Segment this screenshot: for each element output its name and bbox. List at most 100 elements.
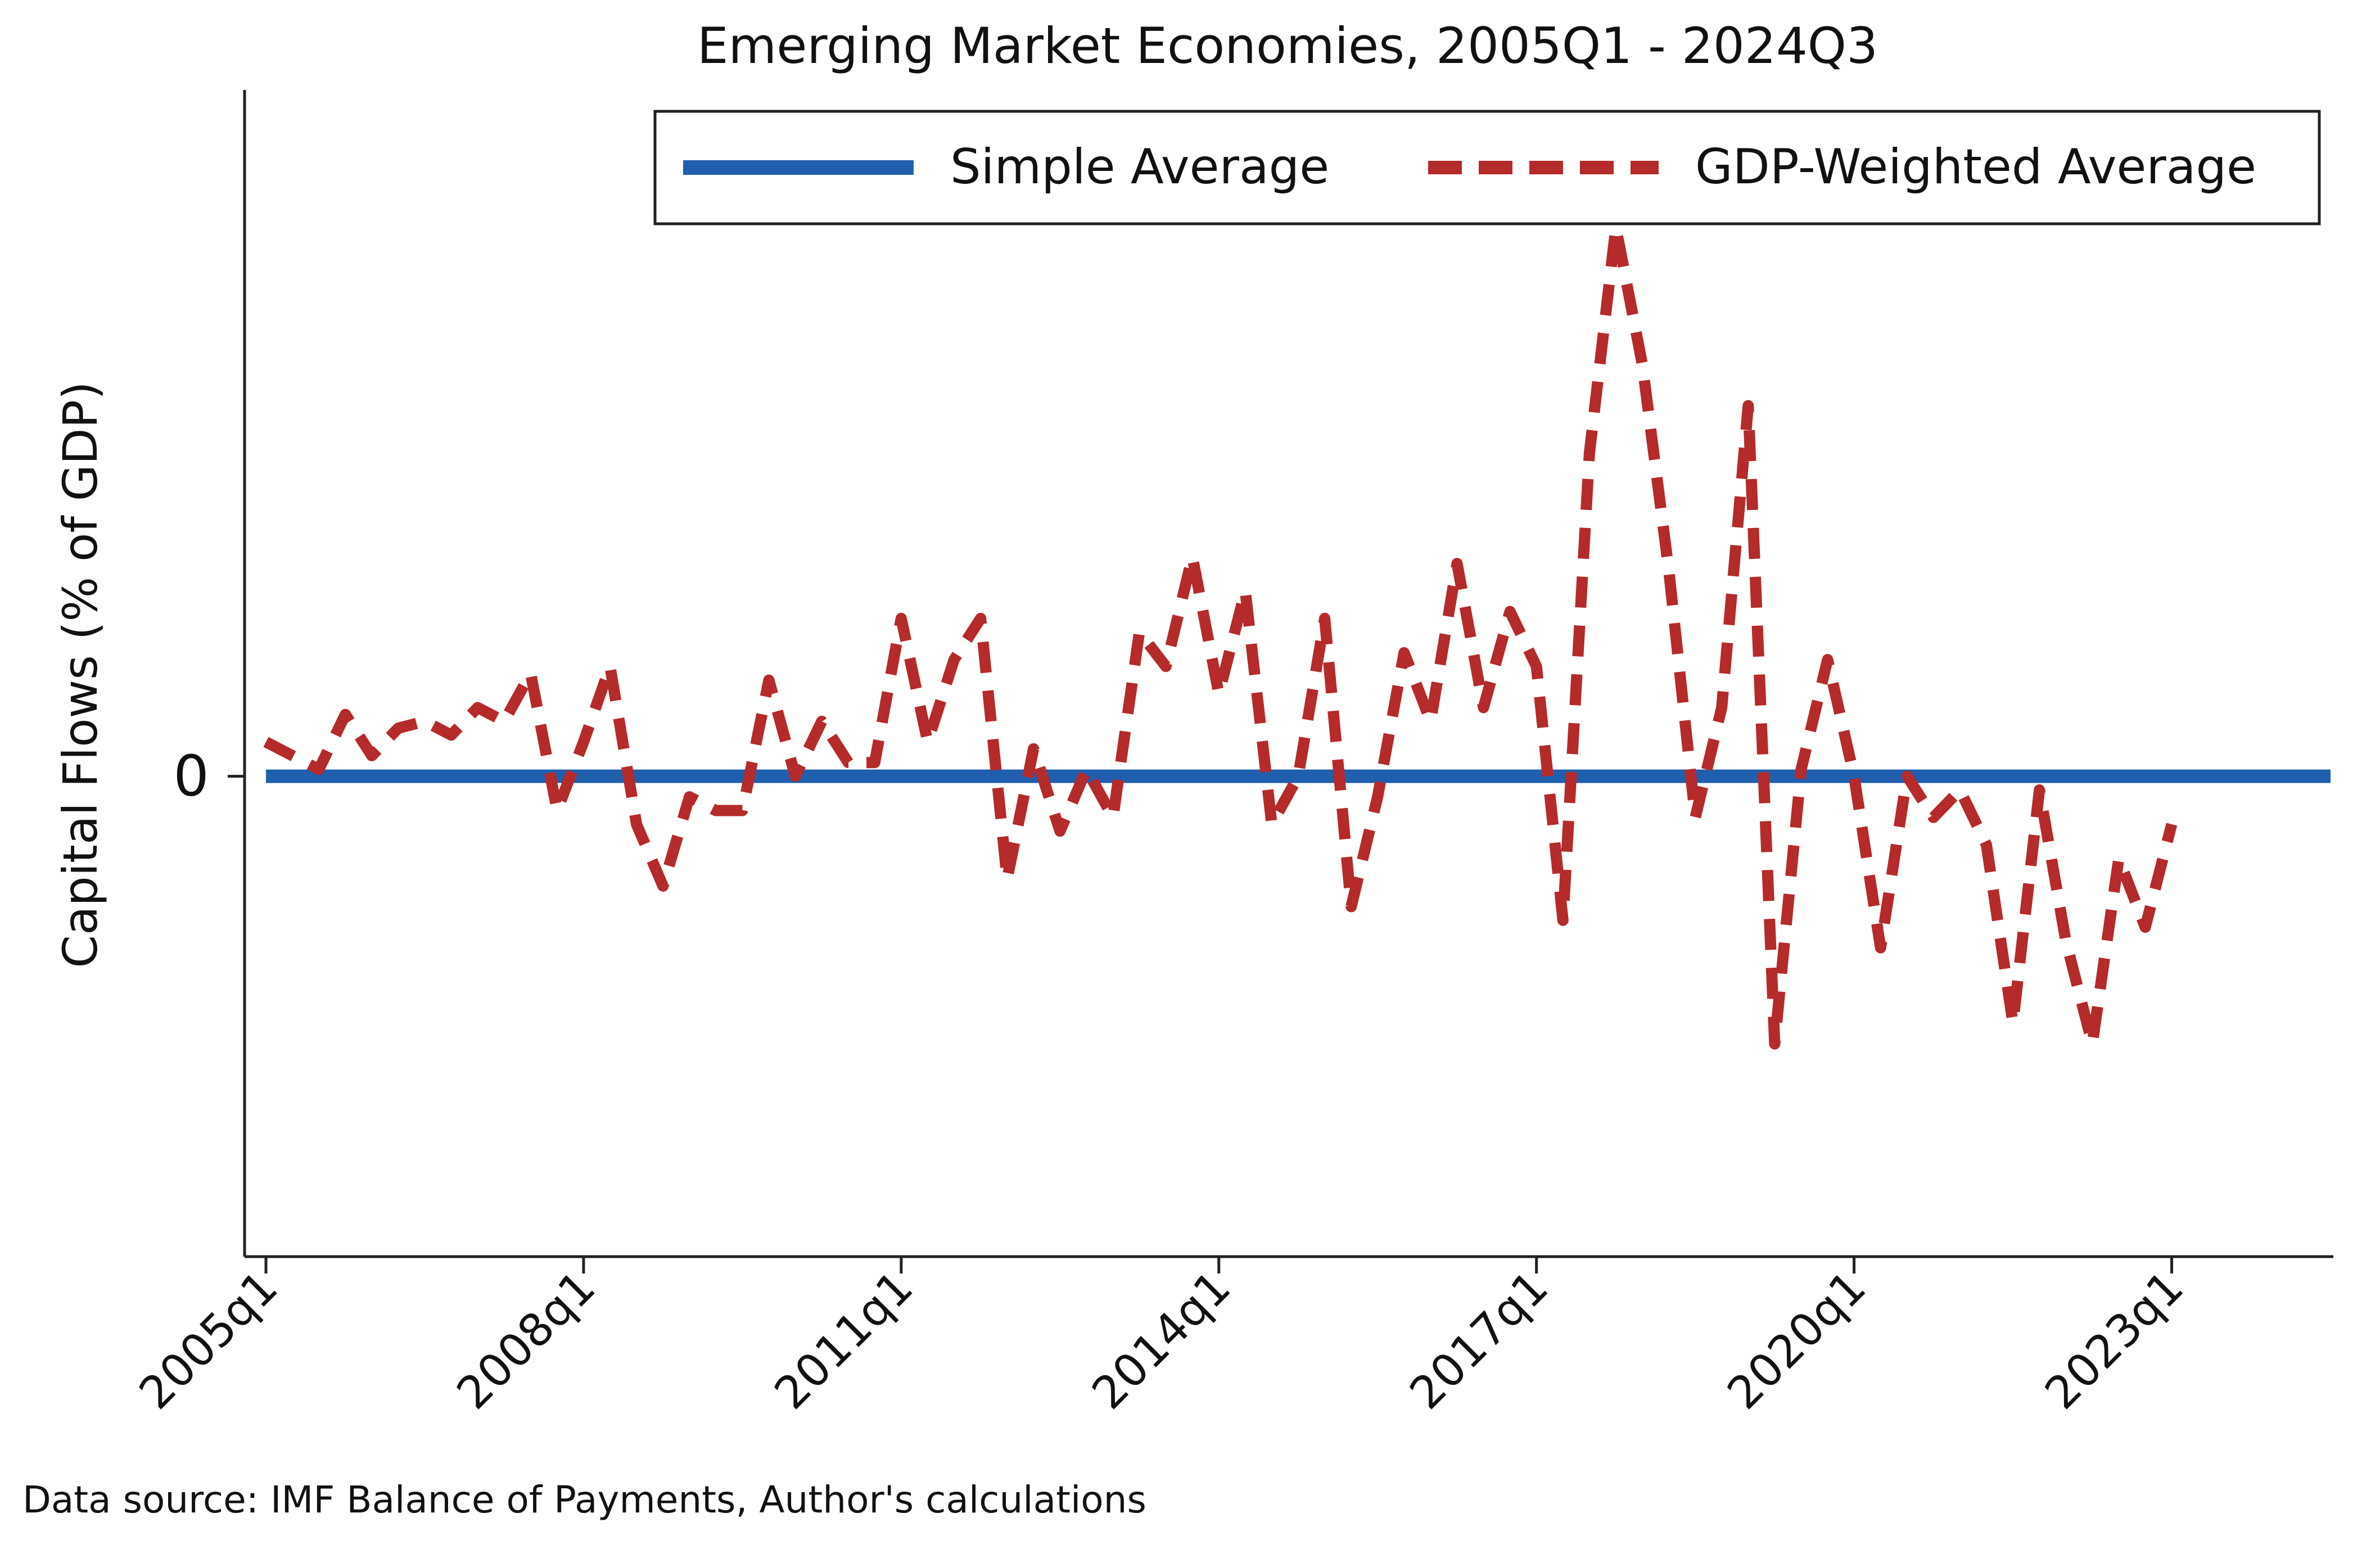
gdp-weighted-average-point-67 xyxy=(2038,788,2041,792)
simple-average-point-68 xyxy=(2064,775,2067,778)
gdp-weighted-average-point-6 xyxy=(423,720,427,723)
simple-average-point-67 xyxy=(2038,775,2041,778)
simple-average-point-4 xyxy=(370,775,373,778)
simple-average-point-6 xyxy=(423,775,427,778)
gdp-weighted-average-point-69 xyxy=(2090,1042,2094,1046)
gdp-weighted-average-point-22 xyxy=(847,761,850,764)
gdp-weighted-average-point-60 xyxy=(1853,775,1856,778)
gdp-weighted-average-point-5 xyxy=(396,726,400,730)
gdp-weighted-average-point-44 xyxy=(1429,720,1432,723)
gdp-weighted-average-point-20 xyxy=(794,775,797,778)
simple-average-point-69 xyxy=(2090,775,2094,778)
legend: Simple Average GDP-Weighted Average xyxy=(653,110,2321,225)
gdp-weighted-average-line xyxy=(263,222,2178,1050)
simple-average-point-15 xyxy=(661,775,665,778)
simple-average-point-56 xyxy=(1746,775,1750,778)
simple-average-point-12 xyxy=(582,775,585,778)
legend-label-simple-average: Simple Average xyxy=(950,139,1329,195)
gdp-weighted-average-point-54 xyxy=(1693,816,1697,819)
gdp-weighted-average-point-32 xyxy=(1112,816,1115,819)
simple-average-point-51 xyxy=(1614,775,1618,778)
gdp-weighted-average-point-25 xyxy=(926,740,929,744)
simple-average-point-34 xyxy=(1164,775,1168,778)
gdp-weighted-average-point-49 xyxy=(1561,919,1565,922)
gdp-weighted-average-point-36 xyxy=(1217,692,1221,696)
gdp-weighted-average-point-2 xyxy=(317,767,320,771)
gdp-weighted-average-point-47 xyxy=(1509,610,1512,613)
simple-average-point-22 xyxy=(847,775,850,778)
simple-average-point-3 xyxy=(344,775,347,778)
simple-average-point-63 xyxy=(1932,775,1935,778)
gdp-weighted-average-point-4 xyxy=(370,754,373,757)
y-axis-label: Capital Flows (% of GDP) xyxy=(53,381,108,968)
simple-average-point-14 xyxy=(635,775,638,778)
gdp-weighted-average-point-11 xyxy=(556,809,559,812)
gdp-weighted-average-point-37 xyxy=(1244,589,1247,593)
gdp-weighted-average-point-9 xyxy=(503,720,506,723)
simple-average-point-37 xyxy=(1244,775,1247,778)
simple-average-point-5 xyxy=(396,775,400,778)
simple-average-point-16 xyxy=(688,775,691,778)
gdp-weighted-average-point-58 xyxy=(1800,767,1803,771)
simple-average-point-50 xyxy=(1588,775,1591,778)
simple-average-point-28 xyxy=(1005,775,1009,778)
gdp-weighted-average-point-68 xyxy=(2064,940,2067,943)
gdp-weighted-average-point-51 xyxy=(1614,225,1618,229)
simple-average-point-48 xyxy=(1535,775,1538,778)
gdp-weighted-average-point-40 xyxy=(1323,617,1326,620)
gdp-weighted-average-point-57 xyxy=(1773,1042,1776,1046)
legend-label-gdp-weighted-average: GDP-Weighted Average xyxy=(1695,139,2256,195)
simple-average-point-17 xyxy=(714,775,717,778)
gdp-weighted-average-point-59 xyxy=(1826,658,1830,661)
gdp-weighted-average-point-29 xyxy=(1032,747,1035,751)
gdp-weighted-average-point-50 xyxy=(1588,452,1591,455)
gdp-weighted-average-point-8 xyxy=(476,706,480,710)
gdp-weighted-average-point-24 xyxy=(900,617,903,620)
simple-average-point-70 xyxy=(2117,775,2120,778)
gdp-weighted-average-point-70 xyxy=(2117,857,2120,860)
simple-average-point-47 xyxy=(1509,775,1512,778)
gdp-weighted-average-point-35 xyxy=(1191,555,1194,558)
gdp-weighted-average-point-15 xyxy=(661,884,665,888)
gdp-weighted-average-point-61 xyxy=(1879,946,1882,950)
gdp-weighted-average-point-41 xyxy=(1349,905,1353,909)
simple-average-point-9 xyxy=(503,775,506,778)
gdp-weighted-average-point-31 xyxy=(1085,767,1088,771)
simple-average-point-76 xyxy=(2276,775,2279,778)
simple-average-point-33 xyxy=(1138,775,1141,778)
simple-average-point-1 xyxy=(291,775,294,778)
gdp-weighted-average-point-71 xyxy=(2144,925,2147,929)
simple-average-point-36 xyxy=(1217,775,1221,778)
simple-average-point-44 xyxy=(1429,775,1432,778)
simple-average-point-13 xyxy=(608,775,612,778)
simple-average-point-26 xyxy=(952,775,956,778)
gdp-weighted-average-point-0 xyxy=(264,740,268,744)
simple-average-point-45 xyxy=(1456,775,1459,778)
gdp-weighted-average-point-63 xyxy=(1932,816,1935,819)
simple-average-point-61 xyxy=(1879,775,1882,778)
simple-average-point-24 xyxy=(900,775,903,778)
gdp-weighted-average-point-48 xyxy=(1535,665,1538,668)
series-simple-average xyxy=(266,769,2331,783)
gdp-weighted-average-point-12 xyxy=(582,740,585,744)
gdp-weighted-average-point-46 xyxy=(1482,706,1485,710)
series-gdp-weighted-average xyxy=(263,222,2178,1050)
simple-average-point-73 xyxy=(2197,775,2200,778)
gdp-weighted-average-point-56 xyxy=(1746,404,1750,408)
y-tick-label-zero: 0 xyxy=(173,743,209,809)
gdp-weighted-average-point-17 xyxy=(714,809,717,812)
gdp-weighted-average-point-10 xyxy=(529,672,532,675)
simple-average-point-19 xyxy=(767,775,771,778)
gdp-weighted-average-point-23 xyxy=(873,761,877,764)
gdp-weighted-average-point-72 xyxy=(2170,823,2174,826)
simple-average-point-35 xyxy=(1191,775,1194,778)
simple-average-point-10 xyxy=(529,775,532,778)
gdp-weighted-average-point-62 xyxy=(1905,775,1909,778)
gdp-weighted-average-point-39 xyxy=(1297,775,1300,778)
simple-average-point-41 xyxy=(1349,775,1353,778)
simple-average-point-43 xyxy=(1402,775,1406,778)
gdp-weighted-average-point-34 xyxy=(1164,665,1168,668)
simple-average-point-42 xyxy=(1376,775,1379,778)
gdp-weighted-average-point-21 xyxy=(820,720,824,723)
